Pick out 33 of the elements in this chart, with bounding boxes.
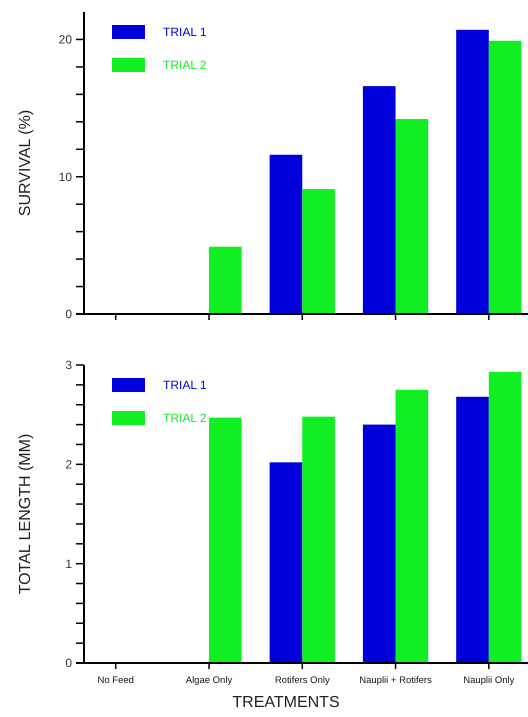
y-tick-label: 3 — [65, 358, 72, 372]
bar — [362, 424, 396, 663]
y-tick-label: 0 — [65, 307, 72, 322]
x-tick-label: Nauplii + Rotifers — [359, 675, 432, 686]
legend-label: TRIAL 1 — [163, 378, 207, 392]
bar — [488, 40, 522, 314]
bar — [396, 390, 428, 663]
bar — [208, 418, 242, 663]
bar — [362, 86, 396, 314]
bar — [488, 372, 522, 663]
bar — [396, 119, 428, 314]
x-tick-label: Algae Only — [186, 675, 232, 686]
y-tick-label: 1 — [65, 556, 72, 571]
bar — [270, 462, 302, 663]
bar — [456, 30, 489, 314]
x-tick-label: Nauplii Only — [463, 675, 515, 686]
y-tick-label: 2 — [65, 458, 72, 472]
y-axis-title: TOTAL LENGTH (MM) — [17, 434, 34, 594]
bar — [302, 189, 335, 314]
legend-label: TRIAL 2 — [163, 411, 207, 426]
y-axis-title: SURVIVAL (%) — [17, 110, 34, 216]
y-tick-label: 0 — [65, 656, 72, 670]
x-tick-label: No Feed — [97, 675, 134, 686]
y-tick-label: 10 — [58, 170, 72, 184]
bar — [208, 246, 242, 314]
x-axis-title: TREATMENTS — [232, 694, 340, 711]
legend-label: TRIAL 2 — [163, 58, 207, 72]
bar — [456, 396, 489, 663]
bar — [302, 416, 335, 663]
x-tick-label: Rotifers Only — [274, 675, 330, 686]
bar — [270, 154, 302, 314]
legend-label: TRIAL 1 — [163, 25, 207, 40]
y-tick-label: 20 — [58, 32, 72, 47]
